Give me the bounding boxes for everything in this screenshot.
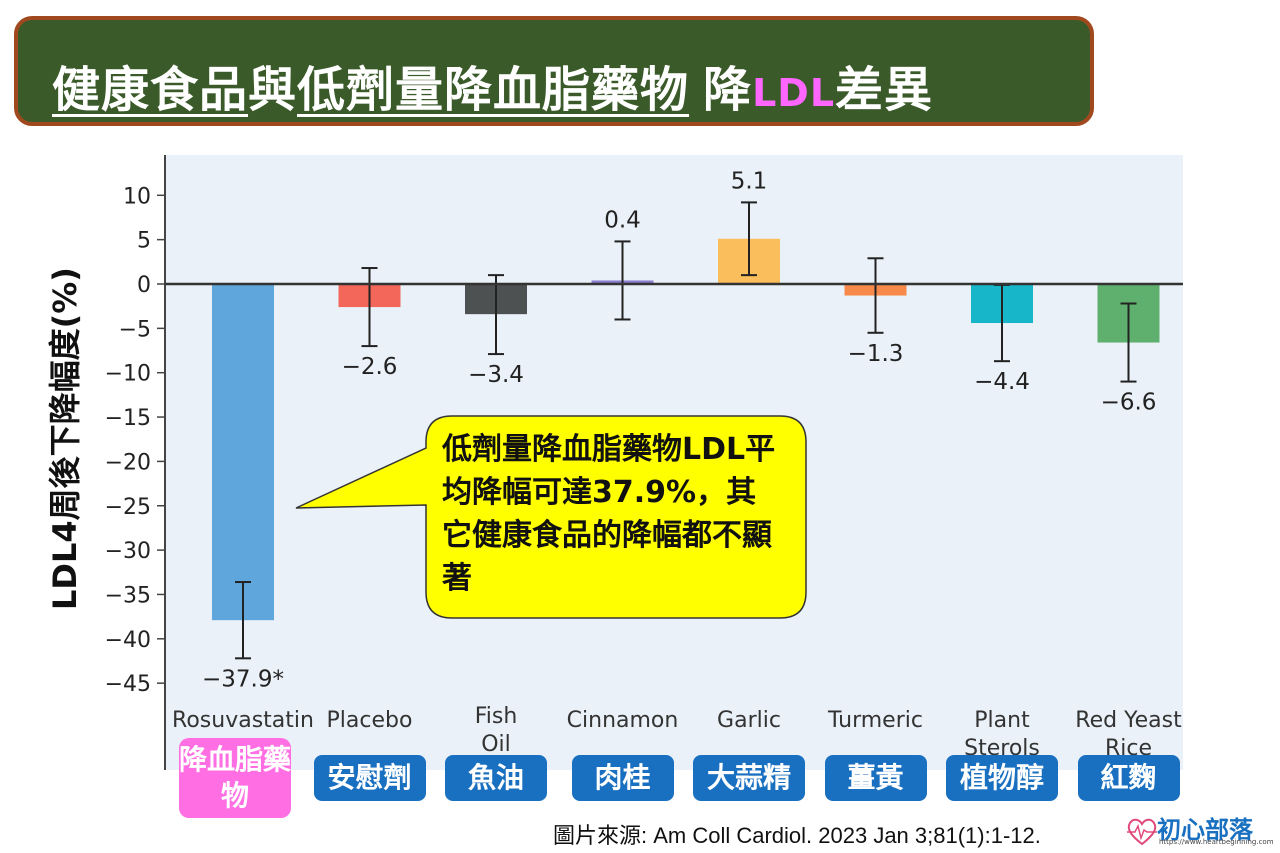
y-tick-label: −5 xyxy=(119,317,151,342)
y-tick-label: −25 xyxy=(105,495,151,520)
x-tick-label: Plant xyxy=(974,708,1030,733)
category-badge: 肉桂 xyxy=(571,755,674,801)
bar-rosuvastatin xyxy=(212,284,274,621)
category-badge: 安慰劑 xyxy=(313,755,426,801)
data-label: −4.4 xyxy=(974,369,1030,395)
data-label: 0.4 xyxy=(604,207,641,233)
title-part-ldl: LDL xyxy=(752,71,836,115)
data-label: −6.6 xyxy=(1101,390,1157,416)
site-logo[interactable]: 初心部落 https://www.heartbeginning.com xyxy=(1125,808,1275,850)
callout-text: 低劑量降血脂藥物LDL平均降幅可達37.9%，其它健康食品的降幅都不顯著 xyxy=(442,432,776,596)
title-part-health-food: 健康食品 xyxy=(52,62,249,118)
y-tick-label: −15 xyxy=(105,406,151,431)
x-tick-label: Garlic xyxy=(717,708,781,733)
title-part-low-dose-drug: 低劑量降血脂藥物 xyxy=(297,62,690,118)
y-tick-label: 0 xyxy=(137,273,151,298)
x-tick-label: Cinnamon xyxy=(567,708,679,733)
x-tick-label: Rosuvastatin xyxy=(172,708,314,733)
callout-shape xyxy=(295,415,807,619)
heart-logo-icon xyxy=(1127,818,1157,846)
category-badge: 薑黃 xyxy=(824,755,927,801)
data-label: −37.9* xyxy=(202,666,284,692)
category-badge: 大蒜精 xyxy=(693,755,805,801)
x-tick-label: Placebo xyxy=(327,708,413,733)
data-label: −1.3 xyxy=(848,341,904,367)
category-badge: 降血脂藥物 xyxy=(179,738,291,818)
category-badge: 植物醇 xyxy=(946,755,1058,801)
logo-url: https://www.heartbeginning.com xyxy=(1159,838,1274,846)
title-banner: 健康食品與低劑量降血脂藥物 降LDL差異 xyxy=(14,16,1094,126)
data-label: −3.4 xyxy=(468,362,524,388)
category-badge: 魚油 xyxy=(445,755,547,801)
y-tick-label: −20 xyxy=(105,450,151,475)
title-part-lower: 降 xyxy=(703,62,753,118)
data-label: −2.6 xyxy=(342,354,398,380)
x-tick-label: Turmeric xyxy=(827,708,923,733)
category-badge: 紅麴 xyxy=(1077,755,1180,801)
y-tick-label: −30 xyxy=(105,539,151,564)
y-tick-label: 5 xyxy=(137,229,151,254)
title-part-difference: 差異 xyxy=(835,62,934,118)
logo-name: 初心部落 xyxy=(1157,816,1253,844)
page-title: 健康食品與低劑量降血脂藥物 降LDL差異 xyxy=(52,50,933,120)
y-tick-label: −35 xyxy=(105,583,151,608)
y-tick-label: −45 xyxy=(105,672,151,697)
x-tick-label: Oil xyxy=(481,732,511,757)
image-source: 圖片來源: Am Coll Cardiol. 2023 Jan 3;81(1):… xyxy=(553,823,1041,848)
y-tick-label: −10 xyxy=(105,362,151,387)
y-tick-label: −40 xyxy=(105,628,151,653)
data-label: 5.1 xyxy=(731,168,768,194)
x-tick-label: Red Yeast xyxy=(1075,708,1182,733)
y-tick-label: 10 xyxy=(123,184,151,209)
x-tick-label: Fish xyxy=(475,704,518,729)
title-part-and: 與 xyxy=(248,62,298,118)
